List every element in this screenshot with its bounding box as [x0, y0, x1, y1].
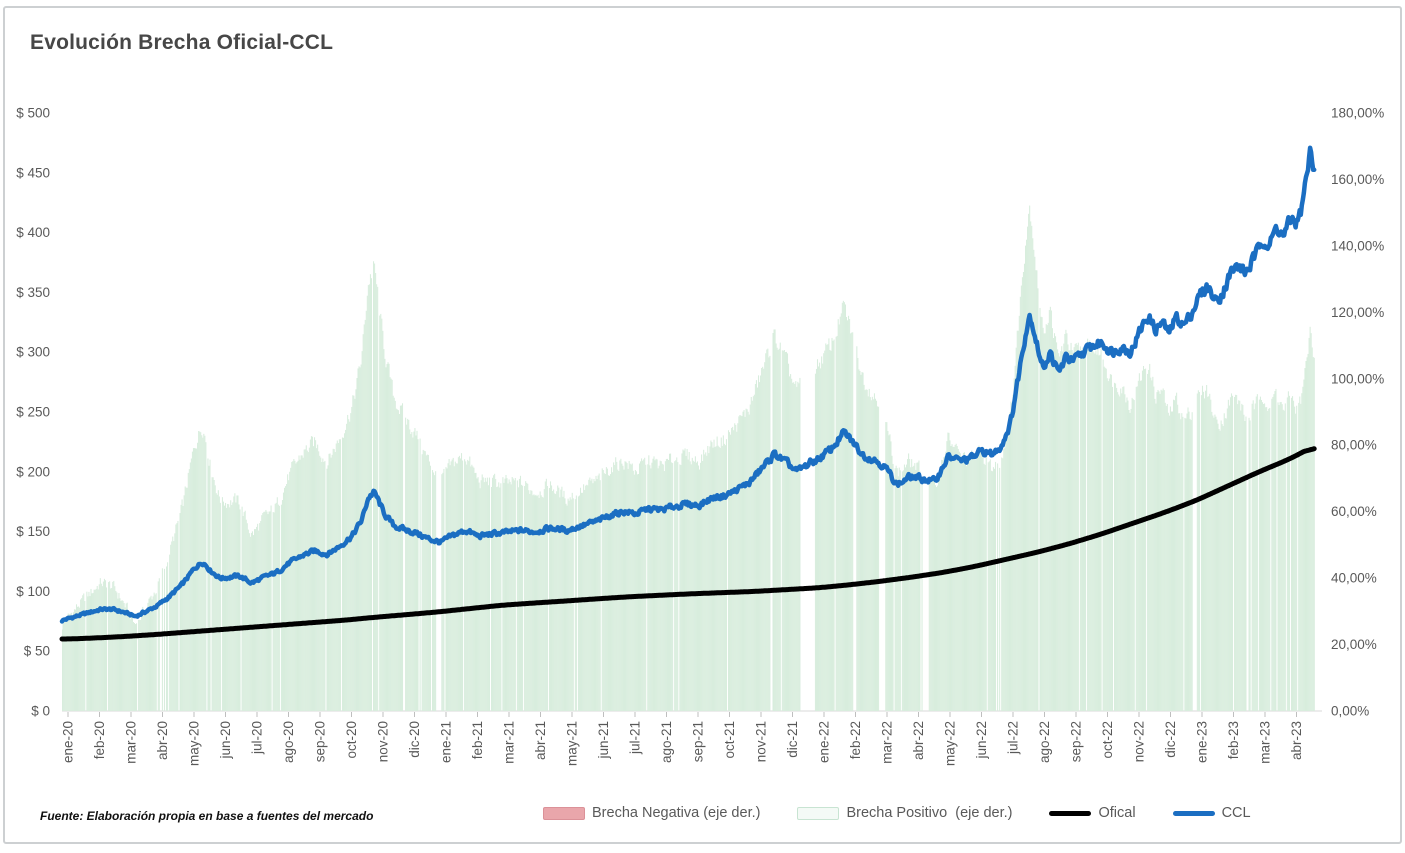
svg-text:mar-20: mar-20: [124, 721, 139, 764]
svg-text:jun-22: jun-22: [974, 721, 989, 760]
svg-text:ene-23: ene-23: [1195, 721, 1210, 763]
svg-text:dic-20: dic-20: [407, 721, 422, 758]
svg-text:$ 450: $ 450: [16, 165, 50, 180]
legend-item-ccl[interactable]: CCL: [1172, 805, 1251, 821]
svg-text:jul-22: jul-22: [1006, 721, 1021, 755]
svg-text:ago-22: ago-22: [1037, 721, 1052, 763]
svg-text:may-22: may-22: [943, 721, 958, 766]
brecha-positivo-swatch-icon: [797, 806, 840, 820]
svg-text:feb-22: feb-22: [848, 721, 863, 759]
svg-text:oct-21: oct-21: [722, 721, 737, 759]
svg-text:abr-21: abr-21: [533, 721, 548, 760]
svg-text:$ 300: $ 300: [16, 345, 50, 360]
svg-text:feb-20: feb-20: [92, 721, 107, 759]
legend-label-brecha-negativa: Brecha Negativa (eje der.): [592, 805, 761, 821]
svg-text:oct-20: oct-20: [344, 721, 359, 759]
svg-text:nov-22: nov-22: [1132, 721, 1147, 762]
source-note: Fuente: Elaboración propia en base a fue…: [40, 809, 374, 823]
svg-text:$ 0: $ 0: [31, 704, 50, 719]
svg-text:abr-20: abr-20: [155, 721, 170, 760]
svg-text:oct-22: oct-22: [1100, 721, 1115, 759]
svg-text:jul-20: jul-20: [250, 721, 265, 755]
svg-text:may-20: may-20: [187, 721, 202, 766]
ccl-line-swatch-icon: [1172, 810, 1215, 816]
svg-text:abr-22: abr-22: [911, 721, 926, 760]
svg-text:sep-22: sep-22: [1069, 721, 1084, 762]
ccl-line: [59, 145, 1317, 624]
svg-text:$ 50: $ 50: [24, 644, 50, 659]
svg-text:mar-21: mar-21: [502, 721, 517, 764]
svg-text:$ 400: $ 400: [16, 225, 50, 240]
svg-text:80,00%: 80,00%: [1331, 438, 1377, 453]
svg-text:dic-22: dic-22: [1163, 721, 1178, 758]
svg-text:abr-23: abr-23: [1289, 721, 1304, 760]
svg-text:jul-21: jul-21: [628, 721, 643, 755]
svg-text:jun-20: jun-20: [218, 721, 233, 760]
svg-text:ene-20: ene-20: [61, 721, 76, 763]
chart-legend: Brecha Negativa (eje der.) Brecha Positi…: [543, 805, 1251, 821]
svg-text:ene-21: ene-21: [439, 721, 454, 763]
svg-text:ago-20: ago-20: [281, 721, 296, 763]
svg-text:sep-21: sep-21: [691, 721, 706, 762]
svg-text:may-21: may-21: [565, 721, 580, 766]
legend-item-brecha-negativa[interactable]: Brecha Negativa (eje der.): [543, 805, 760, 821]
legend-label-ccl: CCL: [1221, 805, 1251, 821]
svg-text:160,00%: 160,00%: [1331, 172, 1384, 187]
svg-text:feb-23: feb-23: [1226, 721, 1241, 759]
svg-text:100,00%: 100,00%: [1331, 371, 1384, 386]
legend-item-brecha-positivo[interactable]: Brecha Positivo (eje der.): [797, 805, 1012, 821]
svg-text:feb-21: feb-21: [470, 721, 485, 759]
legend-label-ofical: Ofical: [1098, 805, 1136, 821]
svg-text:0,00%: 0,00%: [1331, 704, 1369, 719]
chart-title: Evolución Brecha Oficial-CCL: [30, 31, 334, 54]
svg-text:140,00%: 140,00%: [1331, 238, 1384, 253]
svg-text:$ 100: $ 100: [16, 584, 50, 599]
svg-text:sep-20: sep-20: [313, 721, 328, 762]
brecha-negativa-swatch-icon: [543, 806, 585, 820]
svg-text:40,00%: 40,00%: [1331, 571, 1377, 586]
svg-text:60,00%: 60,00%: [1331, 504, 1377, 519]
svg-text:$ 500: $ 500: [16, 106, 50, 121]
svg-text:$ 250: $ 250: [16, 405, 50, 420]
legend-item-ofical[interactable]: Ofical: [1049, 805, 1136, 821]
ofical-line: [59, 446, 1317, 642]
brecha-positivo-bars: [62, 205, 1315, 712]
svg-text:120,00%: 120,00%: [1331, 305, 1384, 320]
svg-text:ago-21: ago-21: [659, 721, 674, 763]
left-axis-labels: $ 500 $ 450 $ 400 $ 350 $ 300 $ 250 $ 200 $ 150…: [16, 106, 50, 719]
svg-text:nov-21: nov-21: [754, 721, 769, 762]
legend-label-brecha-positivo: Brecha Positivo (eje der.): [846, 805, 1013, 821]
svg-text:20,00%: 20,00%: [1331, 637, 1377, 652]
right-axis-labels: 180,00% 160,00% 140,00% 120,00% 100,00% 80,00…: [1331, 106, 1384, 719]
svg-text:$ 150: $ 150: [16, 524, 50, 539]
svg-text:jun-21: jun-21: [596, 721, 611, 760]
svg-text:$ 350: $ 350: [16, 285, 50, 300]
ofical-line-swatch-icon: [1049, 810, 1092, 816]
svg-text:$ 200: $ 200: [16, 464, 50, 479]
svg-text:mar-23: mar-23: [1258, 721, 1273, 764]
svg-text:dic-21: dic-21: [785, 721, 800, 758]
svg-text:nov-20: nov-20: [376, 721, 391, 762]
x-axis-labels: ene-20 feb-20 mar-20 abr-20 may-20 jun-20 jul-…: [61, 712, 1304, 766]
svg-text:180,00%: 180,00%: [1331, 106, 1384, 121]
svg-text:ene-22: ene-22: [817, 721, 832, 763]
svg-text:mar-22: mar-22: [880, 721, 895, 764]
